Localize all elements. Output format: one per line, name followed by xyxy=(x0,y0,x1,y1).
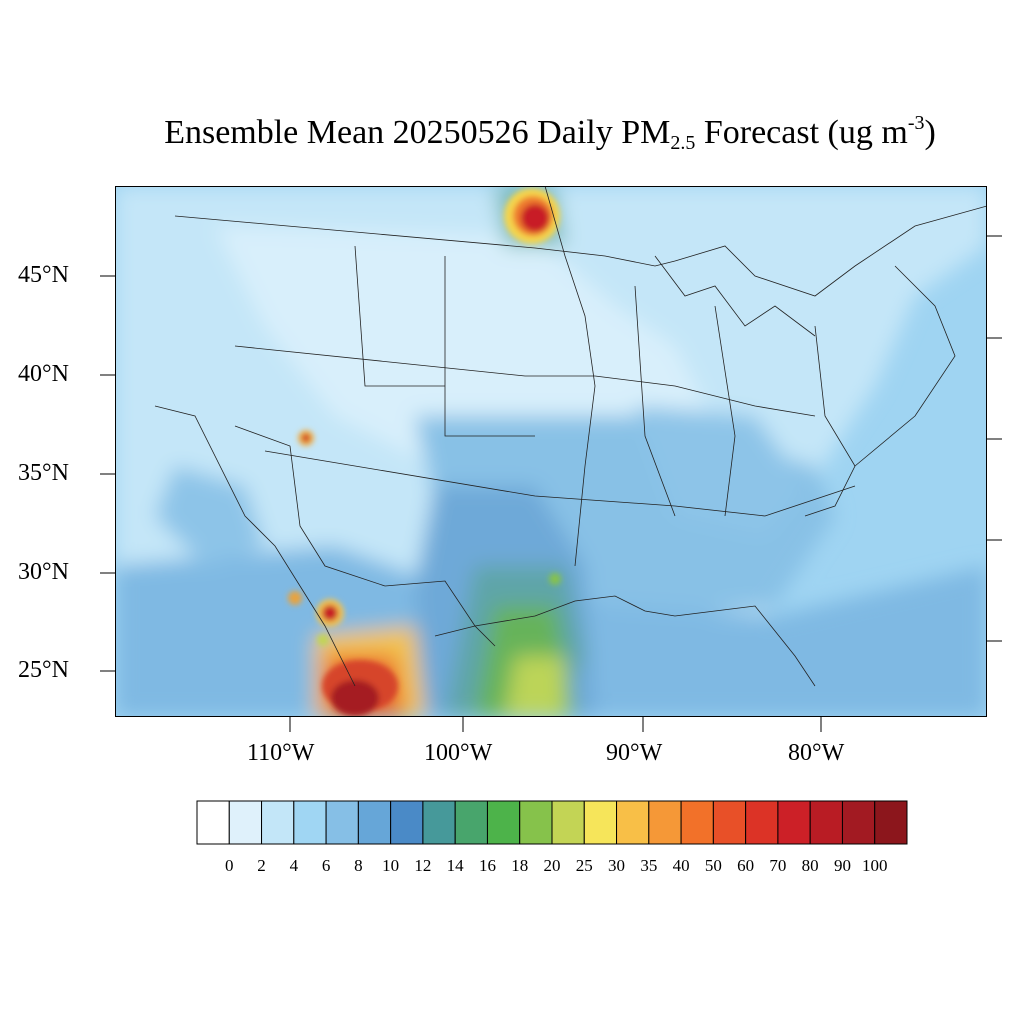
colorbar-tick-label: 16 xyxy=(478,856,496,875)
lon-label-80w: 80°W xyxy=(788,740,845,766)
colorbar-bin xyxy=(777,800,811,845)
colorbar-bin xyxy=(874,800,908,845)
lon-label-110w: 110°W xyxy=(247,740,315,766)
colorbar-tick-label: 25 xyxy=(575,856,593,875)
colorbar xyxy=(196,800,908,845)
colorbar-tick-label: 40 xyxy=(672,856,690,875)
colorbar-tick-label: 60 xyxy=(737,856,755,875)
colorbar-tick-label: 100 xyxy=(861,856,888,875)
colorbar-bin xyxy=(293,800,327,845)
lat-label-25n: 25°N xyxy=(18,657,69,683)
colorbar-tick-label: 30 xyxy=(608,856,626,875)
colorbar-tick-label: 50 xyxy=(704,856,722,875)
colorbar-bin xyxy=(583,800,618,845)
colorbar-bin xyxy=(357,800,392,845)
colorbar-bin xyxy=(454,800,488,845)
colorbar-bin xyxy=(228,800,263,845)
colorbar-tick-label: 35 xyxy=(640,856,658,875)
colorbar-tick-label: 10 xyxy=(382,856,400,875)
colorbar-tick-label: 4 xyxy=(289,856,299,875)
lon-label-90w: 90°W xyxy=(606,740,663,766)
colorbar-bin xyxy=(390,800,424,845)
colorbar-tick-label: 80 xyxy=(801,856,819,875)
colorbar-bin xyxy=(616,800,650,845)
colorbar-tick-label: 2 xyxy=(257,856,266,875)
colorbar-tick-label: 70 xyxy=(769,856,787,875)
colorbar-tick-label: 20 xyxy=(543,856,561,875)
colorbar-tick-label: 8 xyxy=(354,856,363,875)
boundary-lines xyxy=(154,186,987,687)
colorbar-bin xyxy=(196,800,230,845)
hotspots xyxy=(288,188,561,716)
lat-label-30n: 30°N xyxy=(18,559,69,585)
colorbar-tick-label: 18 xyxy=(511,856,529,875)
colorbar-tick-label: 90 xyxy=(833,856,851,875)
colorbar-bin xyxy=(551,800,585,845)
pm25-map xyxy=(115,186,987,717)
colorbar-tick-label: 14 xyxy=(446,856,464,875)
colorbar-bin xyxy=(519,800,553,845)
lat-label-45n: 45°N xyxy=(18,262,69,288)
colorbar-bin xyxy=(486,800,521,845)
colorbar-tick-label: 0 xyxy=(225,856,234,875)
lat-label-35n: 35°N xyxy=(18,460,69,486)
lat-label-40n: 40°N xyxy=(18,361,69,387)
colorbar-bin xyxy=(680,800,714,845)
colorbar-bin xyxy=(712,800,747,845)
colorbar-bin xyxy=(325,800,359,845)
colorbar-tick-label: 12 xyxy=(414,856,432,875)
lon-label-100w: 100°W xyxy=(424,740,493,766)
map-title: Ensemble Mean 20250526 Daily PM2.5 Forec… xyxy=(164,112,936,154)
colorbar-bin xyxy=(841,800,876,845)
colorbar-bin xyxy=(648,800,682,845)
colorbar-bin xyxy=(745,800,779,845)
concentration-field xyxy=(115,186,987,717)
map-frame xyxy=(115,186,987,717)
colorbar-tick-label: 6 xyxy=(321,856,331,875)
colorbar-bin xyxy=(809,800,843,845)
colorbar-bin xyxy=(261,800,295,845)
colorbar-bin xyxy=(422,800,456,845)
